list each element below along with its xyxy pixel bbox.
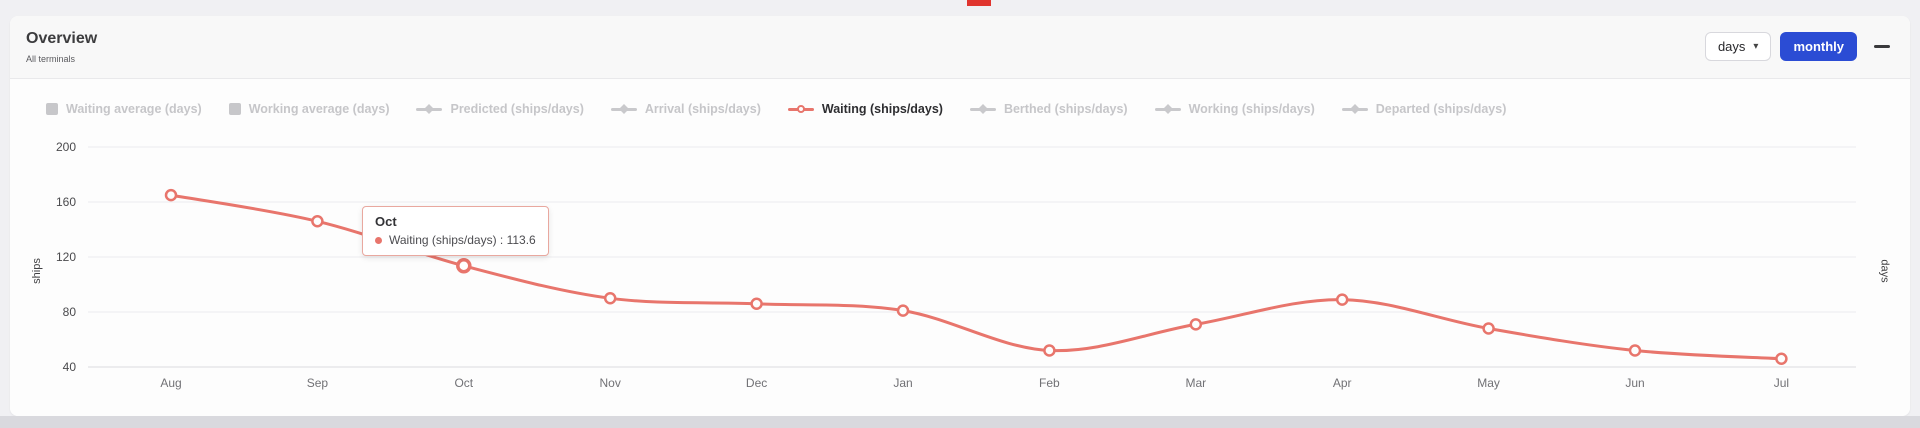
tooltip-value: Waiting (ships/days) : 113.6 — [389, 233, 536, 247]
data-point-Nov[interactable] — [603, 292, 617, 305]
y-axis-label-left: ships — [30, 258, 43, 284]
y-tick-label: 120 — [56, 250, 76, 264]
chevron-down-icon: ▾ — [1753, 41, 1759, 52]
overview-widget: Overview All terminals days ▾ monthly Wa… — [10, 16, 1910, 416]
legend-square-icon — [228, 103, 241, 115]
legend-item-label: Working average (days) — [248, 102, 390, 116]
legend-item-label: Waiting (ships/days) — [821, 102, 943, 116]
interval-select-value: days — [1717, 39, 1746, 54]
x-tick-label: Feb — [1039, 376, 1060, 390]
data-point-Oct[interactable] — [456, 258, 472, 274]
data-point-Jan[interactable] — [896, 304, 910, 317]
x-tick-label: May — [1477, 376, 1500, 390]
legend-item-label: Berthed (ships/days) — [1003, 102, 1128, 116]
data-point-Jun[interactable] — [1628, 344, 1642, 357]
y-tick-label: 80 — [63, 305, 77, 319]
legend-item[interactable]: Berthed (ships/days) — [969, 102, 1128, 116]
x-tick-label: Aug — [160, 376, 181, 390]
legend-item[interactable]: Waiting average (days) — [46, 102, 202, 116]
y-tick-label: 40 — [63, 360, 77, 374]
bottom-strip — [0, 416, 1920, 428]
x-tick-label: Sep — [307, 376, 329, 390]
y-tick-label: 160 — [56, 195, 76, 209]
legend-line-circle-icon — [787, 105, 814, 113]
x-tick-label: Oct — [454, 376, 473, 390]
legend-item[interactable]: Arrival (ships/days) — [610, 102, 761, 116]
x-tick-label: Mar — [1185, 376, 1206, 390]
data-point-Sep[interactable] — [311, 215, 324, 228]
x-tick-label: Jun — [1625, 376, 1644, 390]
tooltip-title: Oct — [375, 214, 397, 229]
legend-item[interactable]: Working (ships/days) — [1154, 102, 1315, 116]
series-line — [169, 193, 1783, 361]
legend-diamond-icon — [416, 104, 443, 114]
x-tick-label: Nov — [600, 376, 621, 390]
chart-section: Waiting average (days) Working average (d… — [10, 80, 1910, 416]
legend-item-label: Arrival (ships/days) — [644, 102, 761, 116]
legend-diamond-icon — [610, 104, 637, 114]
top-red-marker — [967, 0, 991, 6]
legend-item-label: Waiting average (days) — [66, 102, 202, 116]
legend-item[interactable]: Waiting (ships/days) — [787, 102, 943, 116]
x-tick-label: Jan — [893, 376, 912, 390]
page-title: Overview — [26, 30, 98, 47]
y-axis-label-right: days — [1878, 259, 1891, 283]
legend-item-label: Departed (ships/days) — [1375, 102, 1507, 116]
data-point-Aug[interactable] — [164, 188, 178, 202]
x-tick-label: Dec — [746, 376, 767, 390]
data-point-Dec[interactable] — [750, 297, 763, 310]
legend-square-icon — [46, 103, 58, 115]
line-chart: 200 160 120 80 40 Aug Sep Oct Nov Dec Jan Feb Mar Apr… — [56, 140, 1856, 390]
data-point-Jul[interactable] — [1775, 352, 1788, 365]
interval-select[interactable]: days ▾ — [1704, 32, 1772, 61]
legend-item[interactable]: Predicted (ships/days) — [416, 102, 584, 116]
series-dot-icon — [375, 236, 382, 244]
data-point-Apr[interactable] — [1335, 293, 1349, 306]
legend-item[interactable]: Departed (ships/days) — [1341, 102, 1507, 116]
collapse-icon[interactable] — [1874, 45, 1890, 48]
x-tick-label: Apr — [1333, 376, 1352, 390]
header-controls: days ▾ monthly — [1704, 32, 1890, 61]
legend-item-label: Working (ships/days) — [1188, 102, 1315, 116]
widget-header: Overview All terminals days ▾ monthly — [10, 16, 1910, 79]
data-point-Mar[interactable] — [1189, 318, 1203, 331]
page-subtitle: All terminals — [26, 54, 76, 64]
y-tick-label: 200 — [56, 140, 76, 154]
legend-diamond-icon — [1154, 104, 1181, 114]
legend-item-label: Predicted (ships/days) — [450, 102, 584, 116]
tooltip-row: Waiting (ships/days) : 113.6 — [375, 233, 536, 247]
legend-diamond-icon — [969, 104, 996, 114]
data-point-Feb[interactable] — [1043, 344, 1056, 357]
monthly-button[interactable]: monthly — [1780, 32, 1857, 61]
x-tick-label: Jul — [1774, 376, 1789, 390]
chart-tooltip: Oct Waiting (ships/days) : 113.6 — [362, 206, 549, 256]
chart-legend: Waiting average (days) Working average (d… — [46, 102, 1506, 116]
legend-diamond-icon — [1341, 104, 1368, 114]
legend-item[interactable]: Working average (days) — [228, 102, 390, 116]
data-point-May[interactable] — [1482, 322, 1495, 335]
